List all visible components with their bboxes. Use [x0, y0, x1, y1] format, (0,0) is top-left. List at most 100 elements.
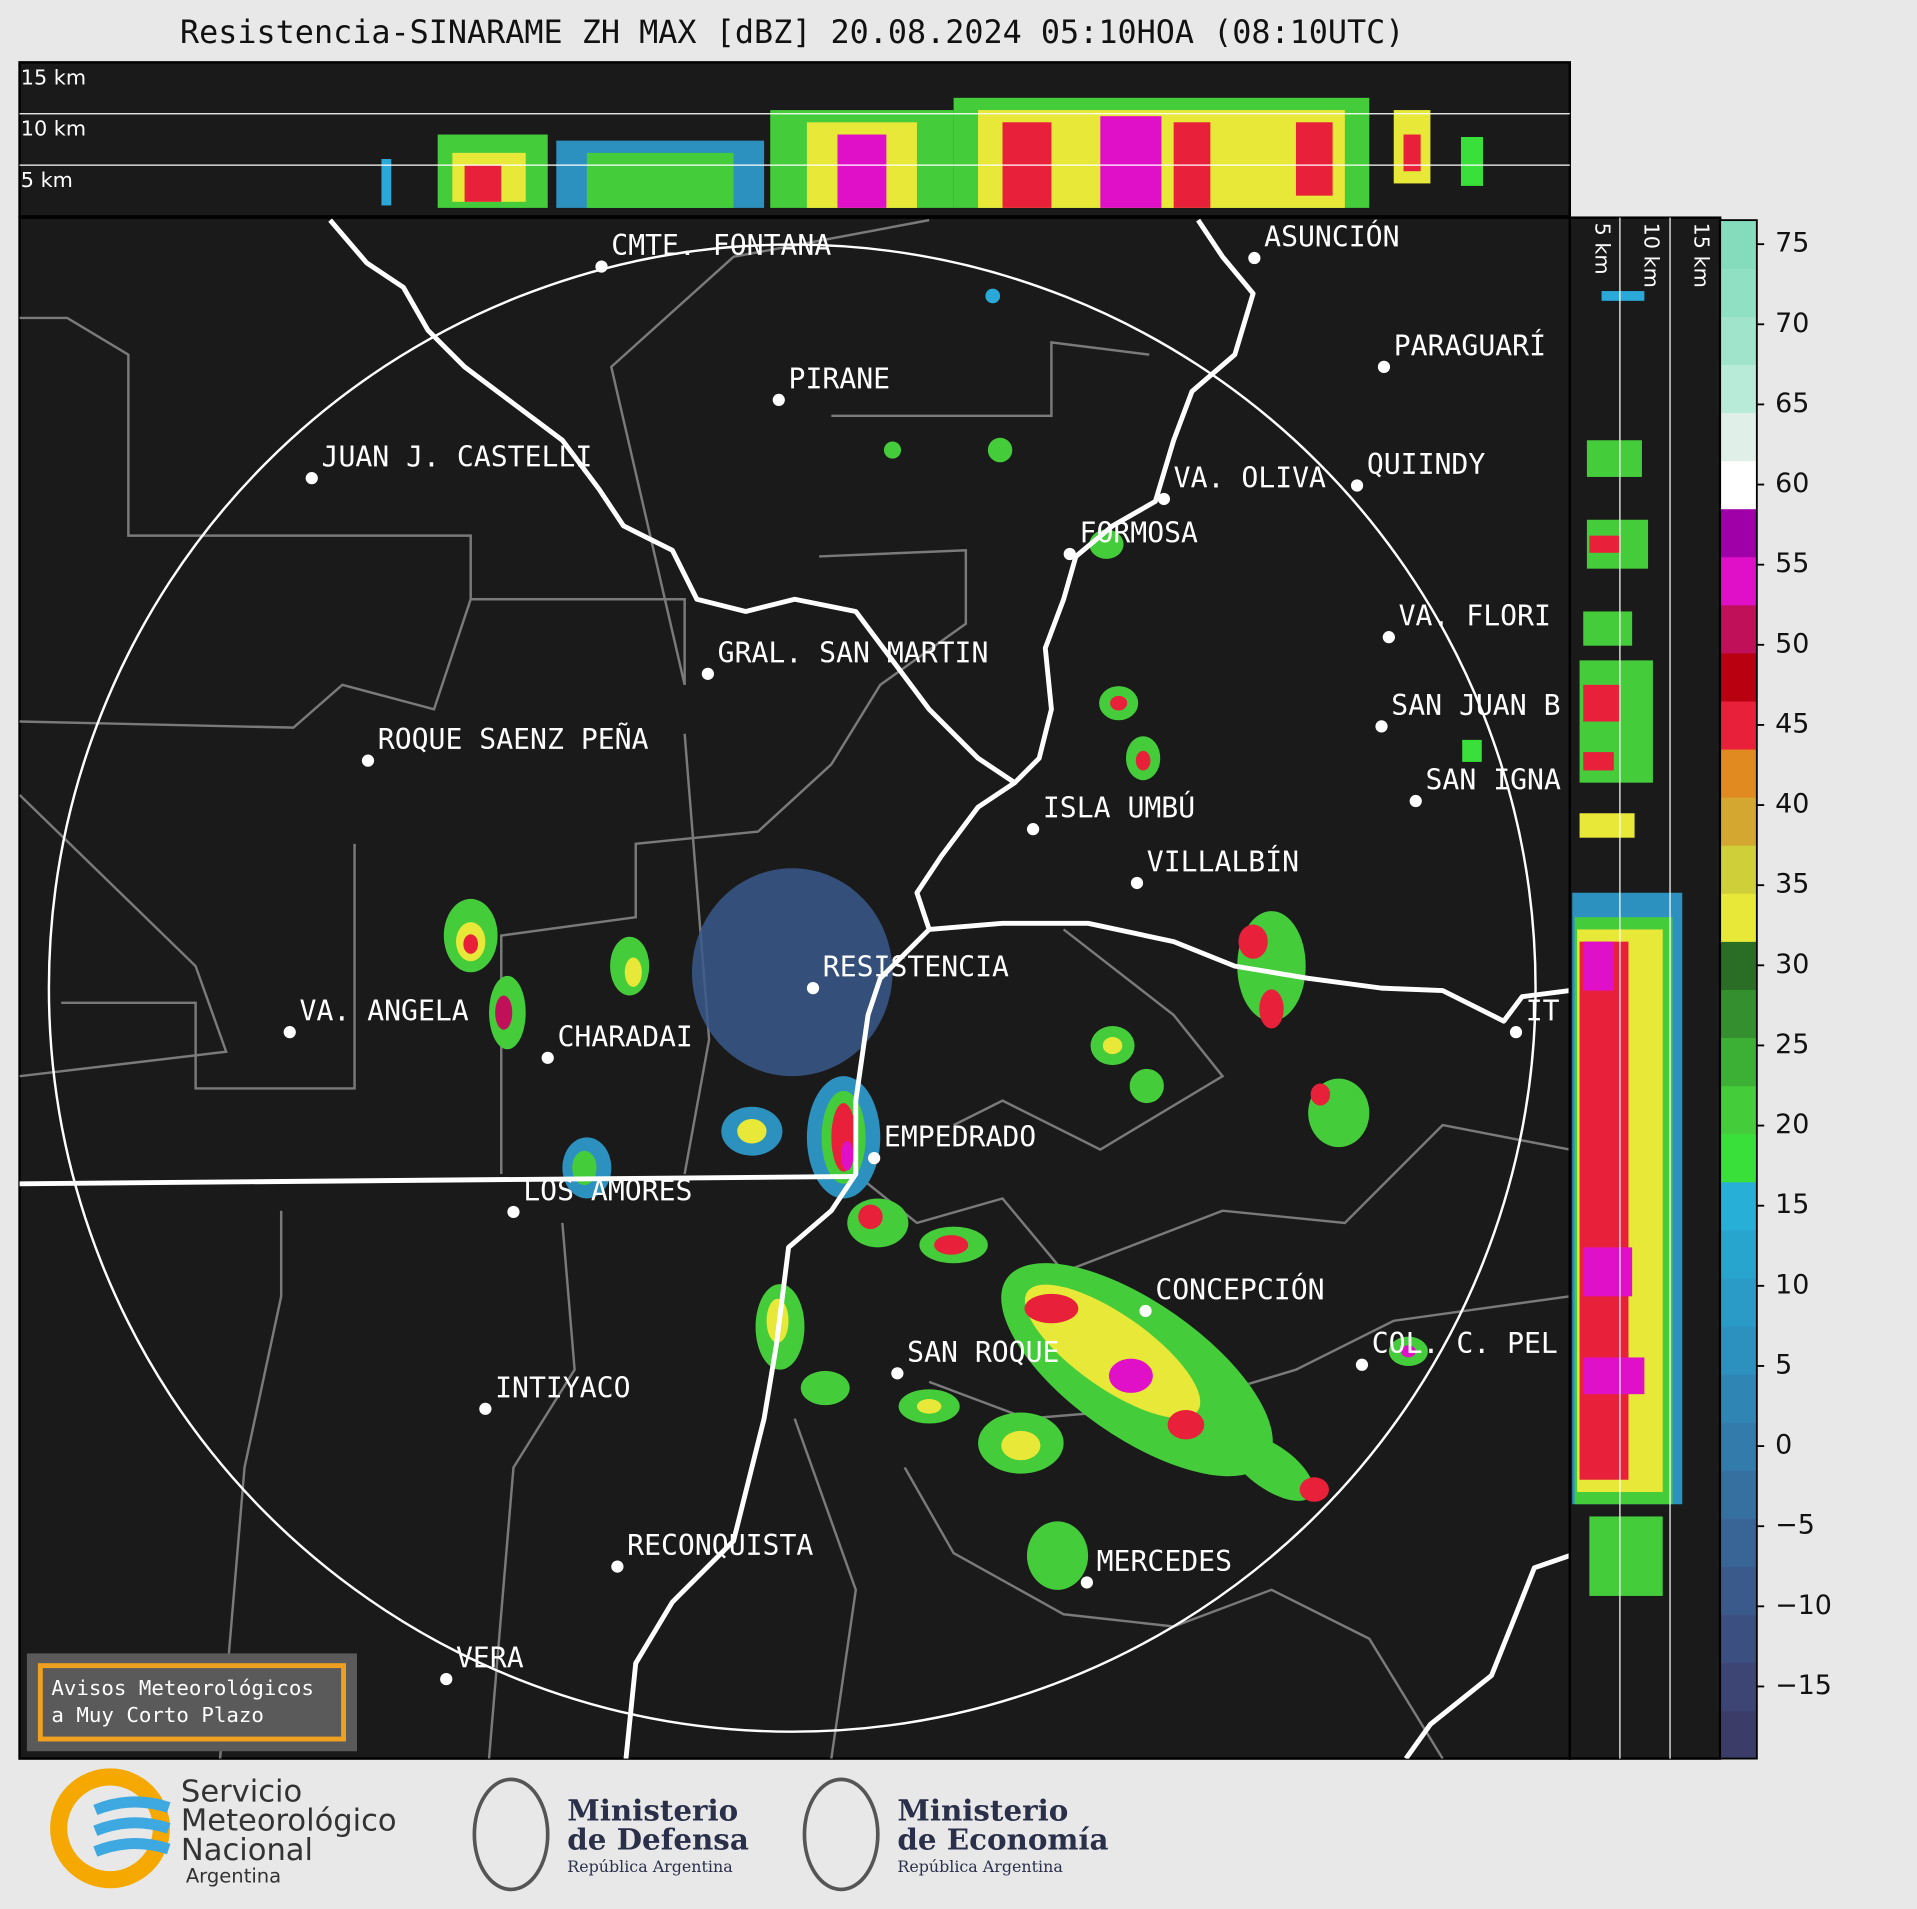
city-label: MERCEDES [1097, 1545, 1232, 1578]
city-label: ASUNCIÓN [1264, 219, 1399, 253]
colorbar-band [1720, 1277, 1757, 1327]
colorbar-band [1720, 1422, 1757, 1471]
colorbar-label: 60 [1775, 468, 1809, 499]
city-dot [1355, 1358, 1369, 1371]
map-layer: CMTE. FONTANA PIRANE JUAN J. CASTELLI ASUNC… [19, 218, 1570, 1759]
logo-text: de Economía [897, 1822, 1108, 1857]
colorbar-band [1720, 1614, 1757, 1664]
city-dot [507, 1205, 520, 1219]
city-dot [479, 1402, 492, 1415]
colorbar-band [1720, 316, 1757, 365]
city-dot [806, 982, 820, 995]
logo-text: República Argentina [567, 1857, 733, 1876]
city-dot [1248, 251, 1261, 265]
warning-box[interactable] [26, 1653, 357, 1752]
colorbar-label: 75 [1775, 228, 1809, 259]
city-label: VA. FLORI [1399, 600, 1551, 633]
city-dot [1130, 876, 1144, 890]
city-label: VA. ANGELA [300, 995, 469, 1028]
city-dot [1139, 1304, 1152, 1318]
city-dot [1377, 360, 1391, 373]
rivers [328, 218, 1570, 1759]
city-label: JUAN J. CASTELLI [322, 441, 593, 474]
top-echoes [381, 97, 1483, 208]
city-dot [1350, 479, 1364, 492]
city-label: VA. OLIVA [1174, 461, 1326, 494]
colorbar-band [1720, 1470, 1757, 1519]
height-label: 5 km [1591, 223, 1615, 275]
province-line [19, 1174, 856, 1187]
colorbar-band [1720, 604, 1757, 654]
city-dot [1080, 1576, 1093, 1589]
colorbar-band [1720, 1085, 1757, 1135]
colorbar-label: 70 [1775, 308, 1809, 339]
colorbar-band [1720, 364, 1757, 414]
colorbar-label: 10 [1775, 1269, 1809, 1300]
city-dot [541, 1051, 554, 1064]
city-dot [595, 260, 608, 273]
colorbar-frame [1719, 219, 1758, 1760]
colorbar-label: −10 [1775, 1590, 1832, 1621]
city-label: LOS AMORES [523, 1174, 692, 1207]
city-label: ROQUE SAENZ PEÑA [378, 722, 649, 756]
colorbar-band [1720, 989, 1757, 1039]
city-dot [440, 1672, 453, 1686]
city-dot [1375, 720, 1388, 733]
city-dot [1157, 492, 1171, 506]
city-dot [1026, 823, 1040, 836]
logo-text: República Argentina [897, 1857, 1063, 1876]
height-label: 15 km [21, 65, 86, 89]
warning-text: a Muy Corto Plazo [51, 1703, 264, 1727]
city-label: ISLA UMBÚ [1043, 791, 1195, 825]
logo-text: Servicio [181, 1774, 302, 1809]
colorbar-label: −5 [1775, 1510, 1815, 1541]
logo-economia: Ministerio de Economía República Argenti… [802, 1777, 1109, 1892]
colorbar-band [1720, 508, 1757, 558]
logo-text: Ministerio [897, 1792, 1068, 1827]
city-label: RECONQUISTA [627, 1529, 813, 1562]
city-label: VERA [456, 1642, 524, 1675]
height-label: 5 km [21, 168, 73, 192]
city-label: VILLALBÍN [1147, 844, 1299, 878]
colorbar-label: 55 [1775, 548, 1809, 579]
logo-text: Argentina [186, 1865, 281, 1888]
title: Resistencia-SINARAME ZH MAX [dBZ] 20.08.… [180, 14, 1404, 51]
city-label: GRAL. SAN MARTIN [718, 636, 989, 669]
logo-smn: Servicio Meteorológico Nacional Argentin… [50, 1768, 397, 1889]
echoes [443, 288, 1428, 1590]
colorbar-band [1720, 1518, 1757, 1567]
colorbar-band [1720, 700, 1757, 750]
range-ring [47, 243, 1537, 1733]
colorbar-label: 50 [1775, 628, 1809, 659]
city-dot [283, 1026, 296, 1039]
borders [19, 218, 1570, 1759]
city-label: COL. C. PEL [1372, 1327, 1558, 1360]
colorbar-band [1720, 1566, 1757, 1615]
colorbar-label: −15 [1775, 1670, 1832, 1701]
city-dot [361, 754, 375, 767]
colorbar-band [1720, 1662, 1757, 1712]
city-label: CHARADAI [557, 1020, 692, 1053]
colorbar-band [1720, 1133, 1757, 1183]
colorbar-band [1720, 1325, 1757, 1375]
city-label: QUIINDY [1367, 448, 1486, 481]
city-label: PARAGUARÍ [1394, 328, 1546, 362]
colorbar-band [1720, 1373, 1757, 1423]
colorbar-label: 65 [1775, 388, 1809, 419]
logo-text: Meteorológico [181, 1804, 397, 1839]
colorbar-label: 5 [1775, 1349, 1792, 1380]
colorbar-label: 25 [1775, 1029, 1809, 1060]
city-dot [611, 1560, 624, 1573]
city-dot [891, 1367, 904, 1380]
colorbar-label: 15 [1775, 1189, 1809, 1220]
logo-text: Nacional [181, 1833, 313, 1868]
logo-text: de Defensa [567, 1822, 749, 1857]
colorbar-band [1720, 412, 1757, 462]
city-dot [305, 472, 318, 485]
city-label: INTIYACO [495, 1371, 630, 1404]
city-dot [701, 667, 714, 680]
height-label: 10 km [21, 117, 86, 141]
